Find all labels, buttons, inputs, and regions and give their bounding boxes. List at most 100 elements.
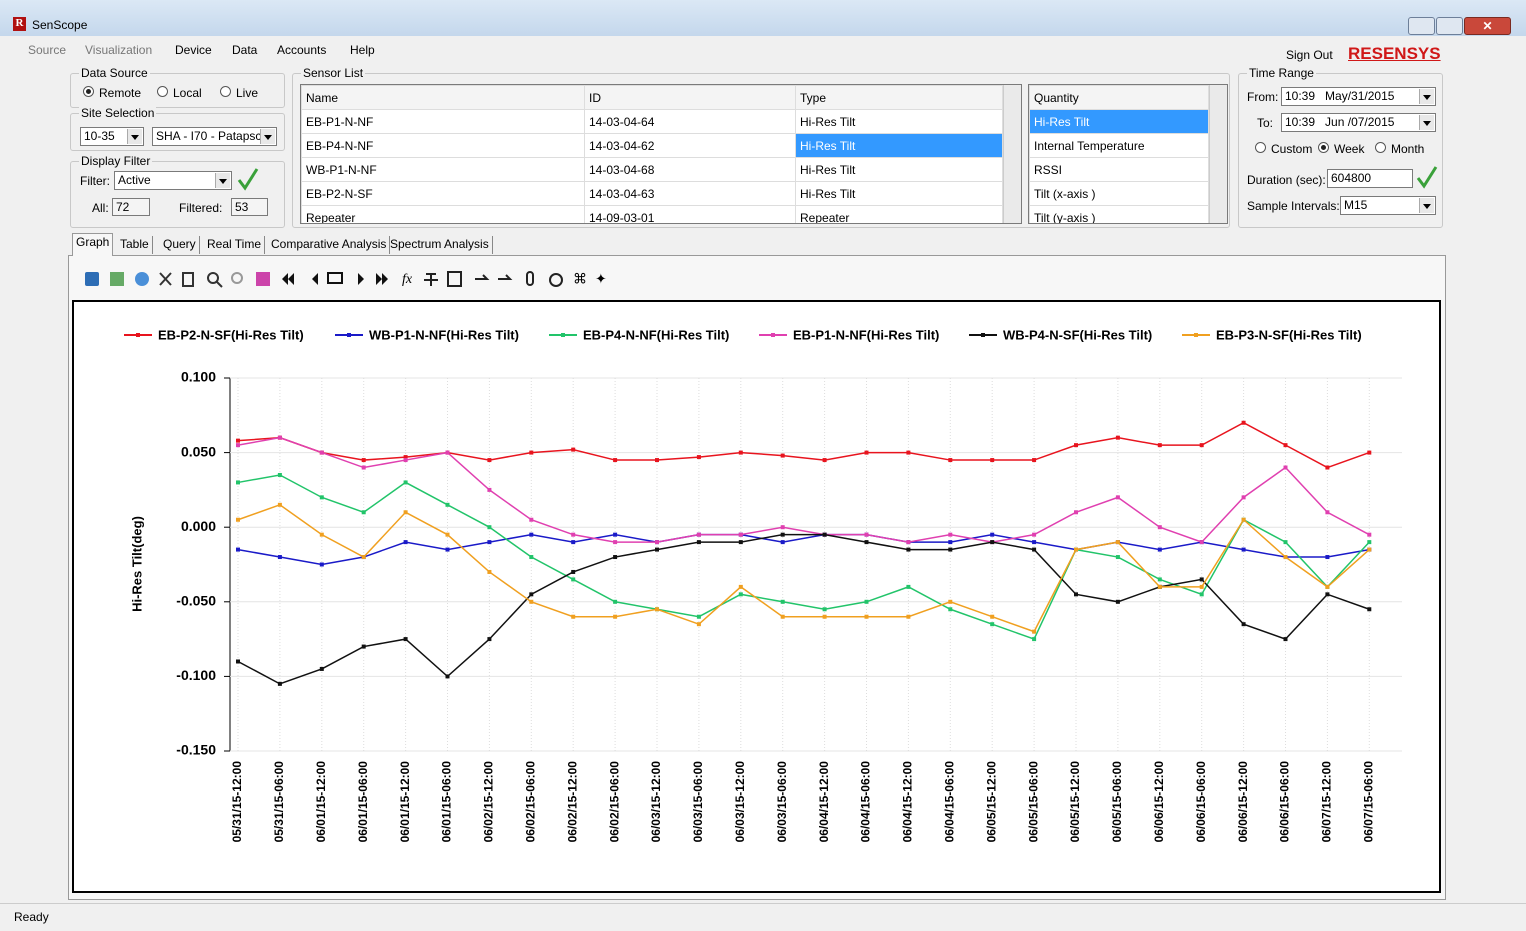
filter-combo[interactable]: Active [114, 171, 232, 190]
header-row: Quantity [1029, 85, 1209, 110]
chart: Hi-Res Tilt(deg) -0.150 -0.100 -0.050 0.000… [72, 300, 1441, 893]
point-marker [445, 674, 450, 679]
tab[interactable]: Table [117, 236, 153, 254]
quantity-row[interactable]: RSSI [1029, 157, 1209, 182]
x-tick-label: 06/03/15-06:00 [775, 761, 789, 843]
menu-item[interactable]: Help [350, 43, 375, 57]
sensor-cell: WB-P1-N-NF [301, 157, 585, 182]
point-marker [319, 562, 324, 567]
from-picker[interactable]: 10:39 May/31/2015 [1281, 87, 1436, 106]
tab[interactable]: Real Time [204, 236, 266, 254]
point-marker [236, 659, 240, 664]
window-title: SenScope [32, 18, 88, 32]
menu-item[interactable]: Accounts [277, 43, 327, 57]
interval-combo[interactable]: M15 [1340, 196, 1436, 215]
point-marker [990, 532, 995, 537]
point-marker [445, 547, 450, 552]
menu-item[interactable]: Source [28, 43, 67, 57]
quantity-row[interactable]: Internal Temperature [1029, 133, 1209, 158]
minimize-button[interactable] [1408, 17, 1435, 35]
point-marker [738, 532, 743, 537]
tab[interactable]: Graph [72, 233, 114, 256]
point-marker [1115, 599, 1120, 604]
point-marker [1325, 584, 1330, 589]
x-tick-label: 06/06/15-12:00 [1236, 761, 1250, 843]
tab[interactable]: Comparative Analysis [268, 236, 391, 254]
apply-filter[interactable] [237, 167, 259, 191]
point-marker [948, 547, 953, 552]
y-tick-label: 0.000 [181, 518, 216, 534]
sensor-row[interactable]: Repeater 14-09-03-01 Repeater [301, 205, 1003, 223]
apply-range[interactable] [1416, 165, 1438, 189]
y-tick-label: -0.050 [176, 593, 216, 609]
scrollbar[interactable] [1209, 85, 1227, 223]
combo-value: SHA - I70 - Patapscc [156, 129, 268, 143]
point-marker [361, 644, 366, 649]
point-marker [1283, 465, 1288, 470]
sensor-cell: EB-P2-N-SF [301, 181, 585, 206]
date-value: Jun /07/2015 [1325, 115, 1395, 129]
radio-button[interactable] [220, 86, 231, 97]
tab[interactable]: Spectrum Analysis [387, 236, 493, 254]
radio-label: Month [1391, 142, 1425, 156]
quantity-row[interactable]: Hi-Res Tilt [1029, 109, 1209, 134]
legend-label: EB-P3-N-SF(Hi-Res Tilt) [1216, 327, 1362, 342]
point-marker [696, 455, 701, 460]
radio-button[interactable] [157, 86, 168, 97]
point-marker [696, 622, 701, 627]
point-marker [1367, 532, 1372, 537]
x-tick-label: 06/04/15-06:00 [942, 761, 956, 843]
point-marker [613, 555, 618, 560]
scrollbar[interactable] [1003, 85, 1021, 223]
point-marker [403, 510, 408, 515]
duration-input[interactable]: 604800 [1327, 169, 1413, 188]
point-marker [319, 666, 324, 671]
to-label: To: [1257, 116, 1274, 130]
sensor-cell: 14-03-04-64 [584, 109, 796, 134]
maximize-button[interactable] [1436, 17, 1463, 35]
point-marker [1367, 450, 1372, 455]
x-tick-label: 06/07/15-06:00 [1361, 761, 1375, 843]
point-marker [738, 584, 743, 589]
close-button[interactable]: ✕ [1464, 17, 1511, 35]
point-marker [696, 540, 701, 545]
site-name-combo[interactable]: SHA - I70 - Patapscc [152, 127, 277, 146]
x-tick-label: 06/06/15-06:00 [1278, 761, 1292, 843]
point-marker [990, 614, 995, 619]
radio-button[interactable] [1375, 142, 1386, 153]
column-header[interactable]: ID [584, 85, 796, 110]
to-picker[interactable]: 10:39 Jun /07/2015 [1281, 113, 1436, 132]
radio-button[interactable] [83, 86, 94, 97]
menu-item[interactable]: Device [175, 43, 212, 57]
radio-label: Local [173, 86, 202, 100]
column-header[interactable]: Type [795, 85, 1003, 110]
point-marker [738, 450, 743, 455]
point-marker [487, 637, 492, 642]
sensor-row[interactable]: WB-P1-N-NF 14-03-04-68 Hi-Res Tilt [301, 157, 1003, 182]
column-header[interactable]: Quantity [1029, 85, 1209, 110]
x-tick-label: 06/02/15-06:00 [523, 761, 537, 843]
menu-item[interactable]: Data [232, 43, 258, 57]
quantity-row[interactable]: Tilt (y-axis ) [1029, 205, 1209, 223]
point-marker [571, 577, 576, 582]
site-id-combo[interactable]: 10-35 [80, 127, 144, 146]
point-marker [571, 614, 576, 619]
quantity-row[interactable]: Tilt (x-axis ) [1029, 181, 1209, 206]
sign-out[interactable]: Sign Out [1286, 48, 1333, 62]
sensor-row[interactable]: EB-P1-N-NF 14-03-04-64 Hi-Res Tilt [301, 109, 1003, 134]
radio-button[interactable] [1318, 142, 1329, 153]
radio-button[interactable] [1255, 142, 1266, 153]
tab[interactable]: Query [160, 236, 200, 254]
sensor-row[interactable]: EB-P4-N-NF 14-03-04-62 Hi-Res Tilt [301, 133, 1003, 158]
column-header[interactable]: Name [301, 85, 585, 110]
point-marker [822, 532, 827, 537]
point-marker [1199, 577, 1204, 582]
point-marker [655, 547, 659, 552]
sensor-cell: Hi-Res Tilt [795, 181, 1003, 206]
menu-item[interactable]: Visualization [85, 43, 153, 57]
duration-label: Duration (sec): [1247, 173, 1326, 187]
x-tick-label: 06/01/15-12:00 [398, 761, 412, 843]
sensor-row[interactable]: EB-P2-N-SF 14-03-04-63 Hi-Res Tilt [301, 181, 1003, 206]
sensor-cell: Repeater [795, 205, 1003, 223]
